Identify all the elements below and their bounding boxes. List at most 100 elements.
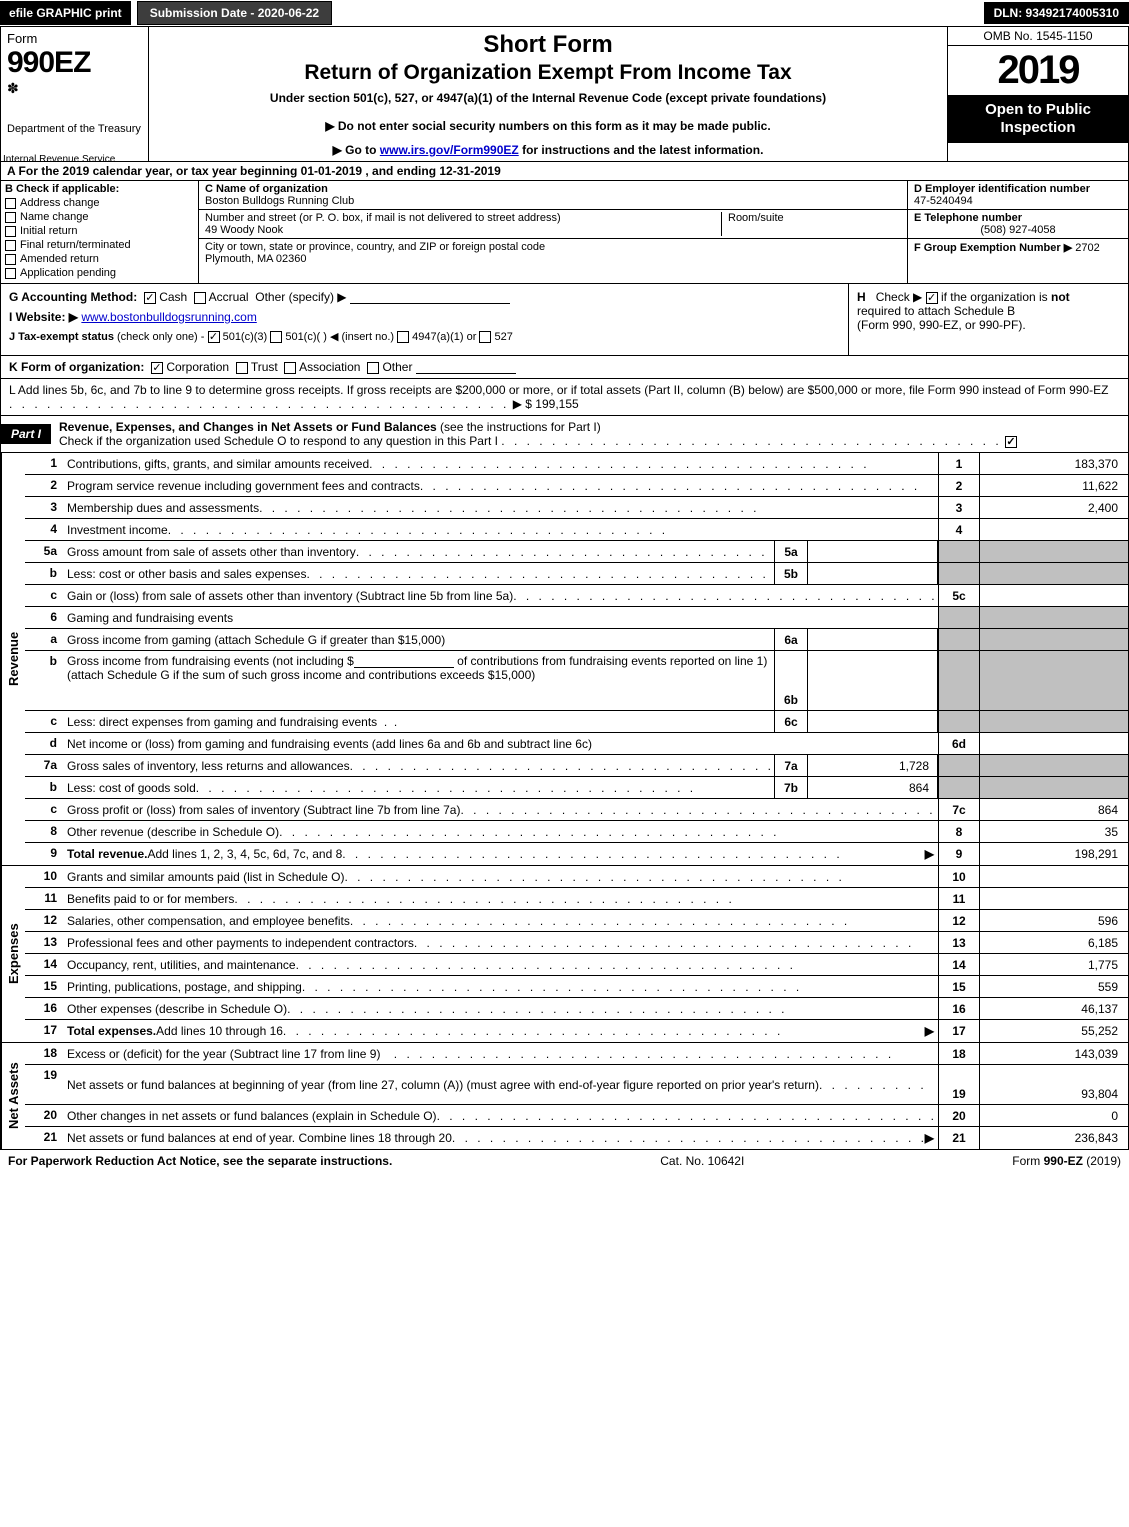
line-g: G Accounting Method: ✓ Cash Accrual Othe…	[9, 290, 840, 304]
ln6a-shade	[938, 629, 980, 650]
ln15-num: 15	[25, 976, 63, 997]
ln21-num: 21	[25, 1127, 63, 1149]
chk-association[interactable]	[284, 362, 296, 374]
ln14-rn: 14	[938, 954, 980, 975]
ln4-desc: Investment income	[67, 523, 168, 537]
website-link[interactable]: www.bostonbulldogsrunning.com	[81, 310, 256, 324]
chk-527[interactable]	[479, 331, 491, 343]
form-number: 990EZ	[7, 46, 142, 80]
lbl-application-pending: Application pending	[20, 267, 116, 279]
chk-schedule-o-part1[interactable]: ✓	[1005, 436, 1017, 448]
ln6c-shade-val	[980, 711, 1128, 732]
ln6-shade	[938, 607, 980, 628]
efile-button[interactable]: efile GRAPHIC print	[0, 1, 131, 25]
chk-trust[interactable]	[236, 362, 248, 374]
chk-other-org[interactable]	[367, 362, 379, 374]
ln1-rn: 1	[938, 453, 980, 474]
box-c: C Name of organization Boston Bulldogs R…	[199, 181, 908, 283]
chk-initial-return[interactable]	[5, 226, 16, 237]
part1-desc: Revenue, Expenses, and Changes in Net As…	[51, 416, 1128, 452]
ln6d-desc: Net income or (loss) from gaming and fun…	[67, 737, 592, 751]
ln12-rn: 12	[938, 910, 980, 931]
chk-schedule-b[interactable]: ✓	[926, 292, 938, 304]
ln4-rn: 4	[938, 519, 980, 540]
chk-accrual[interactable]	[194, 292, 206, 304]
ln6a-desc: Gross income from gaming (attach Schedul…	[67, 633, 445, 647]
ln9-rv: 198,291	[980, 843, 1128, 865]
form-word: Form	[7, 31, 142, 46]
c-city-label: City or town, state or province, country…	[205, 241, 545, 253]
ln6b-num: b	[25, 651, 63, 710]
short-form-title: Short Form	[159, 31, 937, 59]
ln6d-num: d	[25, 733, 63, 754]
goto-line: ▶ Go to www.irs.gov/Form990EZ for instru…	[159, 143, 937, 157]
ln9-desc2: Add lines 1, 2, 3, 4, 5c, 6d, 7c, and 8	[147, 847, 342, 861]
ln18-rv: 143,039	[980, 1043, 1128, 1064]
chk-cash[interactable]: ✓	[144, 292, 156, 304]
ln9-num: 9	[25, 843, 63, 865]
ln6b-shade	[938, 651, 980, 710]
ln6c-shade	[938, 711, 980, 732]
lbl-corporation: Corporation	[166, 360, 229, 374]
ln5b-mv	[808, 563, 938, 584]
ln6b-amount-field[interactable]	[354, 654, 454, 668]
ln1-desc: Contributions, gifts, grants, and simila…	[67, 457, 369, 471]
ln7c-num: c	[25, 799, 63, 820]
org-address: 49 Woody Nook	[205, 224, 283, 236]
part1-title-note: (see the instructions for Part I)	[440, 420, 601, 434]
ein-value: 47-5240494	[914, 195, 973, 207]
goto-link[interactable]: www.irs.gov/Form990EZ	[380, 143, 519, 157]
ln20-rn: 20	[938, 1105, 980, 1126]
ln12-num: 12	[25, 910, 63, 931]
expenses-side-label: Expenses	[1, 866, 25, 1042]
line-h: H Check ▶ ✓ if the organization is not r…	[848, 284, 1128, 355]
other-specify-field[interactable]	[350, 290, 510, 304]
footer-right-pre: Form	[1012, 1154, 1043, 1168]
ln14-rv: 1,775	[980, 954, 1128, 975]
ln18-rn: 18	[938, 1043, 980, 1064]
ln17-rv: 55,252	[980, 1020, 1128, 1042]
chk-corporation[interactable]: ✓	[151, 362, 163, 374]
chk-address-change[interactable]	[5, 198, 16, 209]
tel-value: (508) 927-4058	[914, 224, 1122, 236]
chk-501c3[interactable]: ✓	[208, 331, 220, 343]
ln15-rn: 15	[938, 976, 980, 997]
ln4-rv	[980, 519, 1128, 540]
l-text: L Add lines 5b, 6c, and 7b to line 9 to …	[9, 383, 1108, 397]
room-suite-label: Room/suite	[721, 212, 901, 236]
lbl-final-return: Final return/terminated	[20, 239, 131, 251]
group-exemption-label: F Group Exemption Number ▶	[914, 242, 1072, 254]
ln5c-desc: Gain or (loss) from sale of assets other…	[67, 589, 513, 603]
line-k: K Form of organization: ✓ Corporation Tr…	[0, 356, 1129, 379]
chk-4947a1[interactable]	[397, 331, 409, 343]
ln6a-mv	[808, 629, 938, 650]
ln20-desc: Other changes in net assets or fund bala…	[67, 1109, 437, 1123]
ln5a-num: 5a	[25, 541, 63, 562]
chk-final-return[interactable]	[5, 240, 16, 251]
ln5b-mn: 5b	[774, 563, 808, 584]
ln7a-desc: Gross sales of inventory, less returns a…	[67, 759, 350, 773]
i-label: I Website: ▶	[9, 310, 78, 324]
ln6c-mv	[808, 711, 938, 732]
ln7c-rv: 864	[980, 799, 1128, 820]
ln16-num: 16	[25, 998, 63, 1019]
submission-date: Submission Date - 2020-06-22	[137, 1, 332, 25]
ln11-rn: 11	[938, 888, 980, 909]
goto-pre: ▶ Go to	[333, 143, 380, 157]
ln9-rn: 9	[938, 843, 980, 865]
h-not: not	[1051, 290, 1070, 304]
box-b-title: B Check if applicable:	[5, 183, 194, 195]
ln10-desc: Grants and similar amounts paid (list in…	[67, 870, 344, 884]
ln17-rn: 17	[938, 1020, 980, 1042]
ln6d-rn: 6d	[938, 733, 980, 754]
arrow-icon: ▶	[925, 1024, 934, 1038]
chk-application-pending[interactable]	[5, 268, 16, 279]
chk-amended-return[interactable]	[5, 254, 16, 265]
ln14-desc: Occupancy, rent, utilities, and maintena…	[67, 958, 296, 972]
ln15-rv: 559	[980, 976, 1128, 997]
other-org-field[interactable]	[416, 360, 516, 374]
ln11-num: 11	[25, 888, 63, 909]
arrow-icon: ▶	[925, 847, 934, 861]
chk-name-change[interactable]	[5, 212, 16, 223]
chk-501c[interactable]	[270, 331, 282, 343]
